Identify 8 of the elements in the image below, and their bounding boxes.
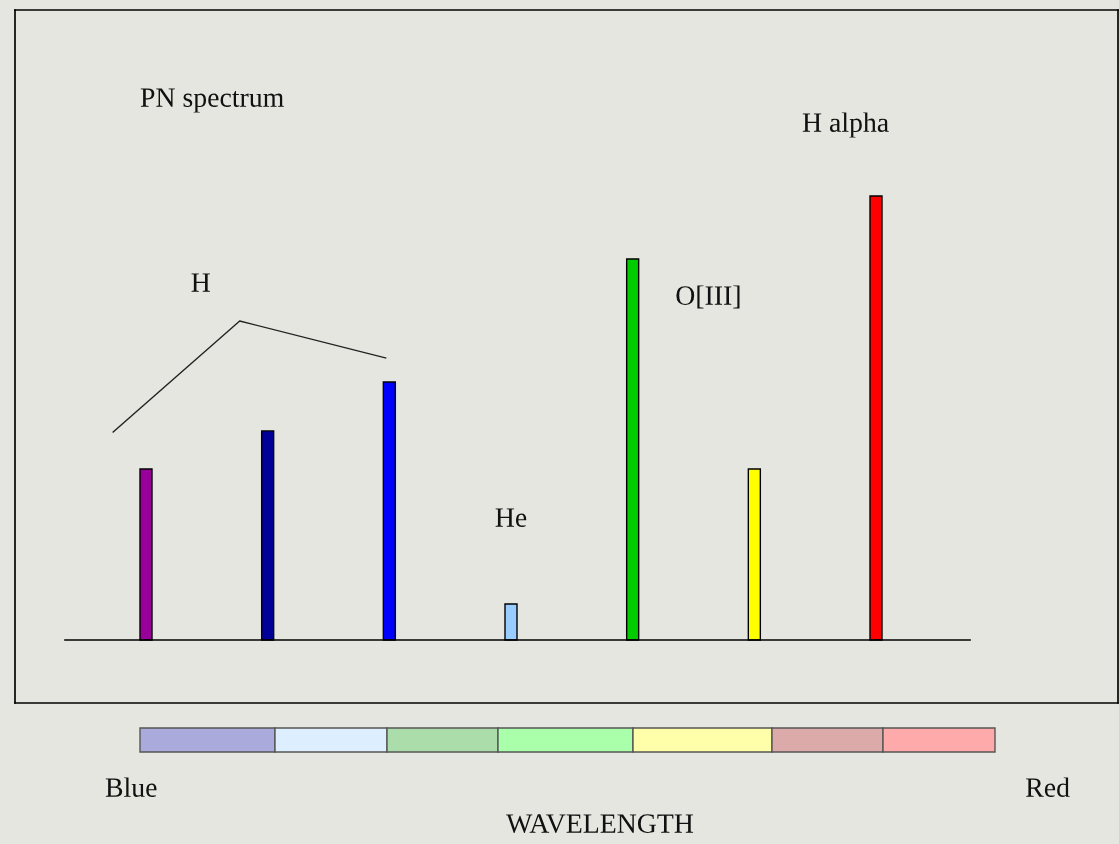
annotation: O[III] (676, 285, 740, 309)
text: H alpha (802, 112, 889, 138)
annotation: H (191, 273, 210, 292)
text: Red (1026, 777, 1070, 797)
text: WAVELENGTH (506, 814, 694, 834)
text: PN spectrum (140, 88, 284, 113)
text: Blue (105, 777, 157, 797)
annotation: He (495, 508, 527, 527)
